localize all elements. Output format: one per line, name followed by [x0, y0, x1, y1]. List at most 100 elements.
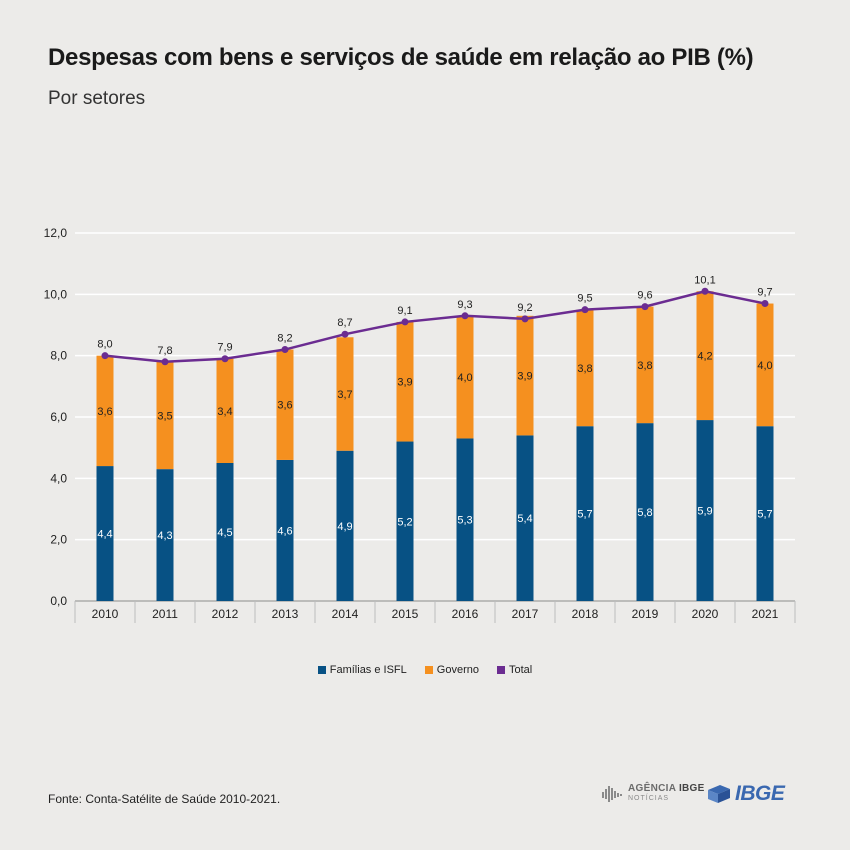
data-label-total: 7,9: [217, 342, 232, 354]
x-tick-label: 2017: [512, 607, 539, 621]
agencia-ibge-logo: AGÊNCIA IBGE NOTÍCIAS: [602, 784, 705, 804]
data-label-total: 9,5: [577, 293, 592, 305]
data-label-familias: 4,4: [97, 529, 112, 541]
bar-familias: [96, 466, 114, 601]
agencia-bars-icon: [602, 786, 622, 802]
total-point: [101, 352, 109, 360]
source-note: Fonte: Conta-Satélite de Saúde 2010-2021…: [48, 792, 281, 806]
bar-familias: [276, 459, 294, 601]
data-label-total: 7,8: [157, 345, 172, 357]
bar-familias: [456, 438, 474, 601]
data-label-governo: 4,2: [697, 351, 712, 363]
bar-governo: [516, 315, 534, 436]
data-label-total: 9,7: [757, 287, 772, 299]
bar-governo: [696, 291, 714, 421]
x-tick-label: 2016: [452, 607, 479, 621]
y-tick-label: 4,0: [50, 471, 67, 485]
agencia-logo-subtext: NOTÍCIAS: [628, 795, 670, 802]
bar-governo: [216, 358, 234, 463]
data-label-total: 8,7: [337, 317, 352, 329]
data-label-familias: 5,7: [757, 509, 772, 521]
data-label-governo: 3,7: [337, 389, 352, 401]
total-line: [104, 289, 766, 364]
data-label-familias: 4,6: [277, 525, 292, 537]
bar-familias: [696, 420, 714, 601]
bar-governo: [276, 349, 294, 460]
data-label-governo: 3,9: [397, 377, 412, 389]
bar-familias: [216, 463, 234, 601]
chart-title: Despesas com bens e serviços de saúde em…: [48, 44, 754, 71]
agencia-logo-text: AGÊNCIA: [628, 783, 676, 794]
bar-familias: [396, 441, 414, 601]
y-tick-label: 6,0: [50, 410, 67, 424]
bar-governo: [456, 315, 474, 439]
data-label-total: 10,1: [694, 274, 715, 286]
bar-familias: [336, 450, 354, 601]
total-point: [641, 303, 649, 311]
legend-label-governo: Governo: [436, 664, 479, 676]
data-label-governo: 3,8: [637, 360, 652, 372]
x-tick-label: 2011: [152, 607, 178, 621]
bar-familias: [756, 426, 774, 601]
data-label-familias: 4,5: [217, 527, 232, 539]
legend-item-governo: Governo: [424, 664, 479, 676]
legend-swatch-total: [496, 666, 505, 674]
total-point: [341, 330, 349, 338]
bar-governo: [96, 355, 114, 467]
x-tick-label: 2010: [92, 607, 119, 621]
y-tick-label: 8,0: [50, 349, 67, 363]
total-point: [221, 355, 229, 363]
bar-governo: [156, 361, 174, 470]
y-tick-label: 2,0: [50, 533, 67, 547]
data-label-governo: 3,9: [517, 371, 532, 383]
bar-governo: [396, 321, 414, 442]
bar-familias: [576, 426, 594, 601]
data-label-familias: 5,2: [397, 516, 412, 528]
legend-item-total: Total: [496, 664, 533, 676]
data-label-familias: 5,3: [457, 515, 472, 527]
data-label-governo: 3,8: [577, 363, 592, 375]
ibge-logo-text: IBGE: [735, 782, 785, 805]
data-label-total: 8,2: [277, 333, 292, 345]
legend-swatch-familias: [317, 666, 326, 674]
total-point: [701, 287, 709, 295]
x-tick-label: 2018: [572, 607, 599, 621]
ibge-logo: IBGE: [706, 782, 785, 806]
bar-governo: [576, 309, 594, 427]
data-label-governo: 3,6: [97, 406, 112, 418]
total-point: [521, 315, 529, 323]
chart-subtitle: Por setores: [48, 88, 146, 109]
data-label-governo: 3,5: [157, 410, 172, 422]
total-point: [581, 306, 589, 314]
data-label-total: 9,6: [637, 290, 652, 302]
x-tick-label: 2015: [392, 607, 419, 621]
data-label-familias: 5,4: [517, 513, 532, 525]
data-label-total: 8,0: [97, 339, 112, 351]
bar-governo: [336, 337, 354, 451]
legend-label-total: Total: [508, 664, 533, 676]
y-tick-label: 12,0: [44, 226, 68, 240]
total-point: [161, 358, 169, 366]
total-point: [401, 318, 409, 326]
legend-swatch-governo: [424, 666, 433, 674]
total-point: [281, 346, 289, 354]
data-label-total: 9,2: [517, 302, 532, 314]
bar-familias: [636, 423, 654, 601]
data-label-familias: 4,9: [337, 521, 352, 533]
x-tick-label: 2014: [332, 607, 359, 621]
x-tick-label: 2019: [632, 607, 659, 621]
data-label-governo: 4,0: [457, 372, 472, 384]
legend-item-familias: Famílias e ISFL: [317, 664, 407, 676]
legend-label-familias: Famílias e ISFL: [329, 664, 407, 676]
x-tick-label: 2013: [272, 607, 299, 621]
bar-governo: [756, 303, 774, 427]
total-point: [461, 312, 469, 320]
x-tick-label: 2012: [212, 607, 239, 621]
ibge-cube-icon: [708, 785, 730, 803]
bar-familias: [156, 469, 174, 601]
x-tick-label: 2021: [752, 607, 779, 621]
data-label-total: 9,1: [397, 305, 412, 317]
y-tick-label: 0,0: [50, 594, 67, 608]
bar-governo: [636, 306, 654, 424]
